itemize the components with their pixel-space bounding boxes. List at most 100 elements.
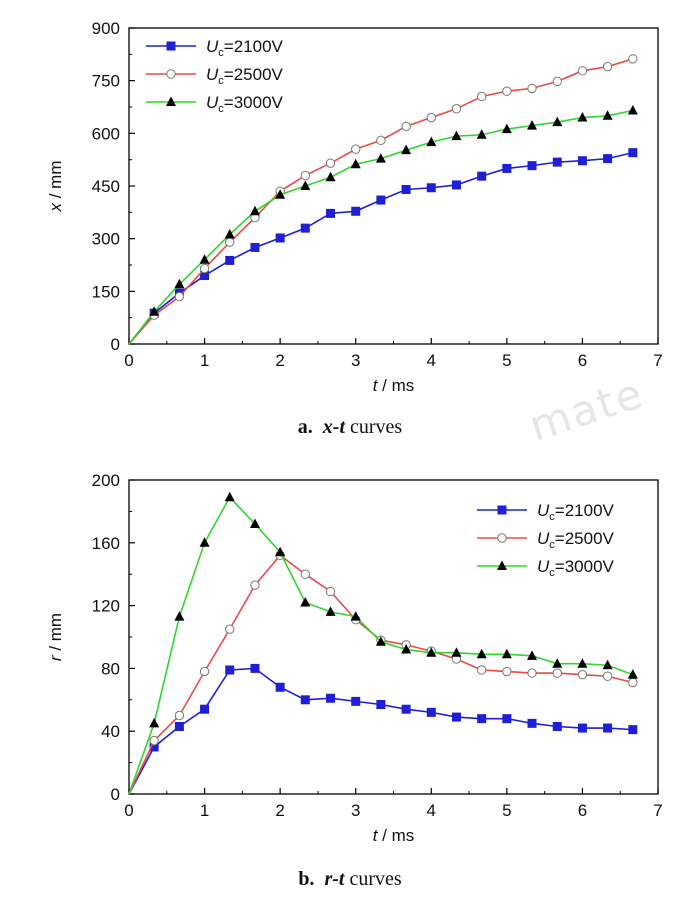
series-triangle [128,105,638,345]
legend-value: =2500V [555,529,615,548]
plot-frame [128,479,659,795]
data-point [476,665,487,675]
data-point [426,707,436,717]
y-axis-unit: / mm [46,161,65,204]
data-point [603,154,613,164]
x-axis-var: t [373,826,379,845]
data-point [602,61,613,72]
data-point [250,580,260,590]
data-point [451,647,462,657]
caption-var-t: t [338,868,345,890]
data-point [351,144,361,154]
legend-subscript: c [218,75,224,87]
data-point [325,606,336,616]
legend-label: Uc=2100V [537,501,615,523]
data-point [476,129,487,139]
data-point [300,596,311,607]
data-point [326,208,336,218]
x-tick-label: 1 [200,801,209,820]
data-point [249,205,260,216]
legend-symbol: U [206,37,219,56]
x-tick-label: 7 [653,351,662,370]
data-point [527,668,537,678]
data-point [275,189,286,199]
data-point [476,91,487,102]
caption-dash: - [332,416,340,438]
data-point [451,130,462,141]
data-point [426,647,437,657]
data-point [451,180,461,190]
caption-rest: curves [349,868,402,890]
x-tick-label: 0 [124,351,133,370]
data-point [527,650,538,660]
y-tick-label: 450 [92,177,120,196]
series-line [128,151,634,345]
data-point [401,185,411,195]
y-tick-label: 300 [92,230,120,249]
series-line [128,667,633,795]
x-axis-label: t / ms [373,376,415,395]
series-square [128,663,638,795]
data-point [577,658,588,668]
data-point [225,237,235,247]
data-point [275,233,285,243]
x-axis-unit: / ms [377,376,414,395]
caption-b: b. r-t curves [0,868,700,891]
data-point [577,112,588,122]
caption-rest: curves [350,416,403,438]
legend-marker [166,41,176,51]
data-point [401,121,411,132]
legend-subscript: c [218,47,224,59]
legend-label: Uc=2500V [537,529,615,551]
data-point [325,586,336,597]
data-point [174,291,185,302]
data-point [249,518,260,528]
data-point [300,695,310,705]
data-point [199,254,210,264]
legend-label: Uc=2500V [206,65,284,87]
data-point [275,546,286,557]
data-point [225,255,235,265]
data-point [224,228,235,239]
x-tick-label: 7 [653,801,662,820]
data-point [627,669,638,679]
data-point [502,86,512,96]
data-point [426,183,436,193]
data-point [250,242,260,252]
legend-label: Uc=3000V [206,93,284,115]
data-point [527,83,537,94]
data-point [149,306,160,316]
data-point [426,112,436,123]
data-point [174,721,184,731]
data-point [174,710,185,721]
data-point [351,206,361,216]
data-point [577,156,587,166]
data-point [224,491,235,502]
data-point [527,120,538,130]
data-point [577,66,588,76]
data-point [350,158,361,169]
data-point [375,153,386,163]
panel-b: 0 1 2 3 4 5 6 7 0 40 80 120 160 200 t / ms r / mm Uc=210… [0,450,700,900]
panel-a: 0 1 2 3 4 5 6 7 0 150 300 450 600 750 900 t / ms x / mm U… [46,19,663,438]
data-point [325,158,336,168]
legend-subscript: c [549,567,555,579]
y-axis-var: x [46,203,65,213]
legend-subscript: c [549,511,555,523]
legend-marker [497,560,507,570]
data-point [527,718,537,728]
data-point [149,735,159,746]
legend-value: =3000V [555,557,615,576]
y-tick-label: 150 [92,282,120,301]
data-point [401,644,412,654]
x-tick-label: 3 [351,801,360,820]
data-point [350,611,361,621]
series-square [128,148,638,345]
y-tick-label: 200 [92,471,120,490]
data-point [401,704,411,714]
x-tick-label: 6 [578,801,587,820]
legend-marker [166,69,176,79]
data-point [552,721,562,731]
